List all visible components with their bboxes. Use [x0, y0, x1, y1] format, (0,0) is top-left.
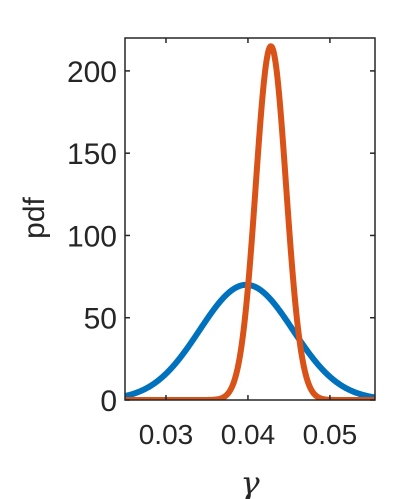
y-tick-label: 0 — [100, 385, 117, 418]
x-axis-label: γ — [240, 464, 260, 499]
plot-box — [124, 37, 376, 401]
y-tick-label: 200 — [67, 56, 117, 89]
series-line-1 — [125, 281, 375, 400]
series-line-2 — [125, 43, 375, 400]
y-tick-label: 50 — [84, 303, 117, 336]
x-tick-label: 0.04 — [221, 419, 276, 450]
curves-layer — [125, 43, 375, 400]
y-tick-label: 150 — [67, 138, 117, 171]
axes-layer — [124, 37, 376, 401]
y-tick-label: 100 — [67, 220, 117, 253]
ticks-layer: 0 50 100 150 200 0.03 0.04 0.05 — [67, 38, 375, 450]
x-tick-label: 0.05 — [303, 419, 358, 450]
y-axis-label: pdf — [18, 196, 51, 238]
x-tick-label: 0.03 — [139, 419, 194, 450]
